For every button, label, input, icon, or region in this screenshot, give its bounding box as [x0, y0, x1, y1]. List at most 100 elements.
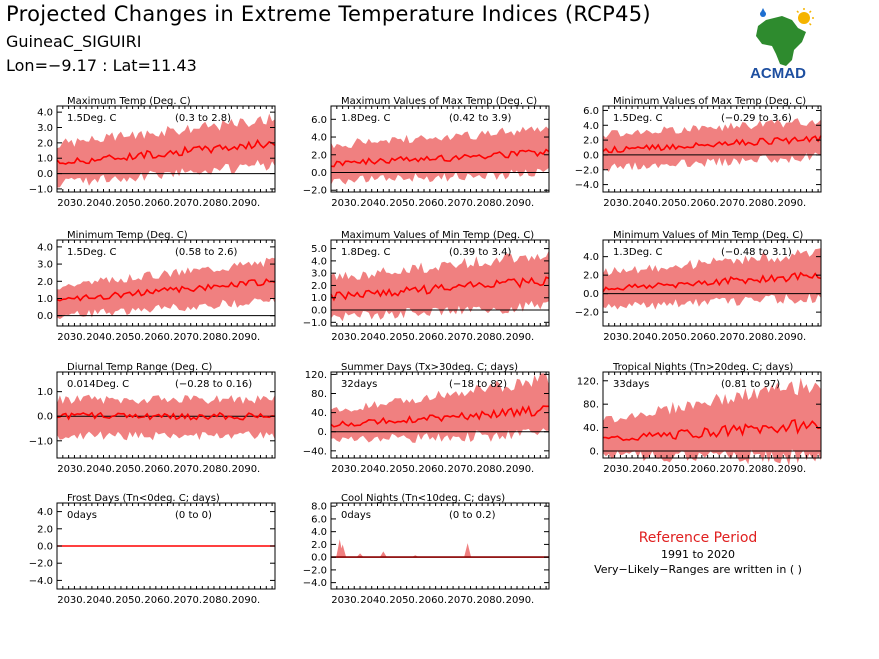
range-band [603, 118, 821, 172]
x-tick-label: 2070. [719, 198, 748, 209]
x-tick-label: 2090. [232, 332, 261, 343]
x-tick-label: 2040. [360, 332, 389, 343]
x-tick-label: 2090. [778, 198, 807, 209]
median-line [56, 278, 276, 302]
median-change-label: 1.5Deg. C [613, 113, 662, 124]
x-tick-label: 2030. [603, 464, 632, 475]
y-tick-label: 4.0 [311, 256, 327, 267]
x-tick-label: 2070. [173, 464, 202, 475]
x-tick-label: 2090. [232, 595, 261, 606]
likely-range-label: (0.39 to 3.4) [449, 247, 511, 258]
median-line [56, 411, 276, 421]
chart-title: Minimum Temp (Deg. C) [67, 230, 188, 241]
range-band [57, 113, 275, 188]
y-tick-label: −1.0 [29, 184, 53, 195]
y-tick-label: 1.0 [37, 294, 53, 305]
median-line [330, 276, 550, 302]
x-tick-label: 2060. [418, 332, 447, 343]
range-band [57, 394, 275, 441]
median-change-label: 0days [341, 510, 371, 521]
range-spike [379, 551, 387, 558]
y-tick-label: 40. [311, 408, 327, 419]
median-line [330, 148, 550, 168]
plot-frame [602, 371, 822, 459]
y-tick-label: −40. [303, 446, 327, 457]
y-tick-label: −1.0 [29, 436, 53, 447]
plot-frame [56, 239, 276, 327]
y-tick-label: 4.0 [583, 121, 599, 132]
x-tick-label: 2030. [603, 198, 632, 209]
y-tick-label: 5.0 [311, 244, 327, 255]
likely-range-label: (−0.48 to 3.1) [721, 247, 792, 258]
x-tick-label: 2030. [57, 464, 86, 475]
median-change-label: 33days [613, 379, 649, 390]
likely-range-label: (0.42 to 3.9) [449, 113, 511, 124]
x-tick-label: 2080. [477, 464, 506, 475]
x-tick-label: 2060. [690, 464, 719, 475]
x-tick-label: 2060. [690, 332, 719, 343]
x-tick-label: 2040. [86, 464, 115, 475]
chart-title: Maximum Values of Max Temp (Deg. C) [341, 96, 537, 107]
y-tick-label: −1.0 [303, 318, 327, 329]
reference-period-title: Reference Period [638, 530, 758, 546]
x-tick-label: 2050. [115, 595, 144, 606]
y-tick-label: −2.0 [575, 308, 599, 319]
likely-range-label: (0.3 to 2.8) [175, 113, 231, 124]
median-line [602, 271, 822, 293]
chart-title: Cool Nights (Tn<10deg. C; days) [341, 493, 505, 504]
y-tick-label: 40. [583, 423, 599, 434]
y-tick-label: 2.0 [583, 136, 599, 147]
acmad-logo: ACMAD [750, 8, 814, 82]
y-tick-label: 4.0 [37, 507, 53, 518]
chart-panel: −40. 0. 40. 80. 120. 2030. 2040. 2050. 2060. 2070… [303, 362, 550, 475]
chart-title: Maximum Temp (Deg. C) [67, 96, 191, 107]
x-tick-label: 2060. [418, 464, 447, 475]
range-band [603, 248, 821, 310]
y-tick-label: 0.0 [37, 169, 53, 180]
x-tick-label: 2090. [506, 198, 535, 209]
x-tick-label: 2060. [418, 198, 447, 209]
reference-period-block: Reference Period 1991 to 2020 Very−Likel… [580, 530, 816, 576]
station-name: GuineaC_SIGUIRI [6, 32, 142, 51]
y-tick-label: 0.0 [311, 553, 327, 564]
y-tick-label: 0.0 [37, 311, 53, 322]
likely-range-label: (0 to 0.2) [449, 510, 496, 521]
y-tick-label: −2.0 [303, 186, 327, 197]
x-tick-label: 2040. [86, 198, 115, 209]
chart-panel: −4.0 −2.0 0.0 2.0 4.0 6.0 2030. 2040. 2050. 2060.… [575, 96, 822, 209]
y-tick-label: −4.0 [303, 578, 327, 589]
y-tick-label: 3.0 [37, 123, 53, 134]
plot-frame [330, 502, 550, 590]
y-tick-label: 4.0 [583, 252, 599, 263]
x-tick-label: 2050. [115, 198, 144, 209]
x-tick-label: 2040. [360, 464, 389, 475]
chart-title: Summer Days (Tx>30deg. C; days) [341, 362, 518, 373]
y-tick-label: 0.0 [37, 542, 53, 553]
x-tick-label: 2090. [506, 464, 535, 475]
x-tick-label: 2030. [57, 332, 86, 343]
y-tick-label: 2.0 [311, 281, 327, 292]
y-tick-label: 0. [589, 446, 599, 457]
x-tick-label: 2070. [447, 332, 476, 343]
likely-range-label: (−0.29 to 3.6) [721, 113, 792, 124]
x-tick-label: 2090. [506, 332, 535, 343]
median-change-label: 32days [341, 379, 377, 390]
chart-title: Minimum Values of Min Temp (Deg. C) [613, 230, 803, 241]
x-tick-label: 2080. [749, 332, 778, 343]
x-tick-label: 2090. [506, 595, 535, 606]
y-tick-label: 6.0 [311, 115, 327, 126]
y-tick-label: 2.0 [37, 524, 53, 535]
x-tick-label: 2030. [331, 198, 360, 209]
page-title: Projected Changes in Extreme Temperature… [6, 2, 651, 26]
chart-title: Frost Days (Tn<0deg. C; days) [67, 493, 220, 504]
chart-title: Minimum Values of Max Temp (Deg. C) [613, 96, 806, 107]
x-tick-label: 2030. [57, 198, 86, 209]
chart-panel: −1.00.0 1.02.03.0 4.05.0 2030. 2040. 2050. 206… [303, 230, 550, 343]
plot-frame [330, 239, 550, 327]
range-note: Very−Likely−Ranges are written in ( ) [594, 563, 802, 576]
x-tick-label: 2050. [661, 198, 690, 209]
y-tick-label: 6.0 [583, 106, 599, 117]
station-coordinates: Lon=−9.17 : Lat=11.43 [6, 56, 197, 75]
chart-title: Diurnal Temp Range (Deg. C) [67, 362, 212, 373]
